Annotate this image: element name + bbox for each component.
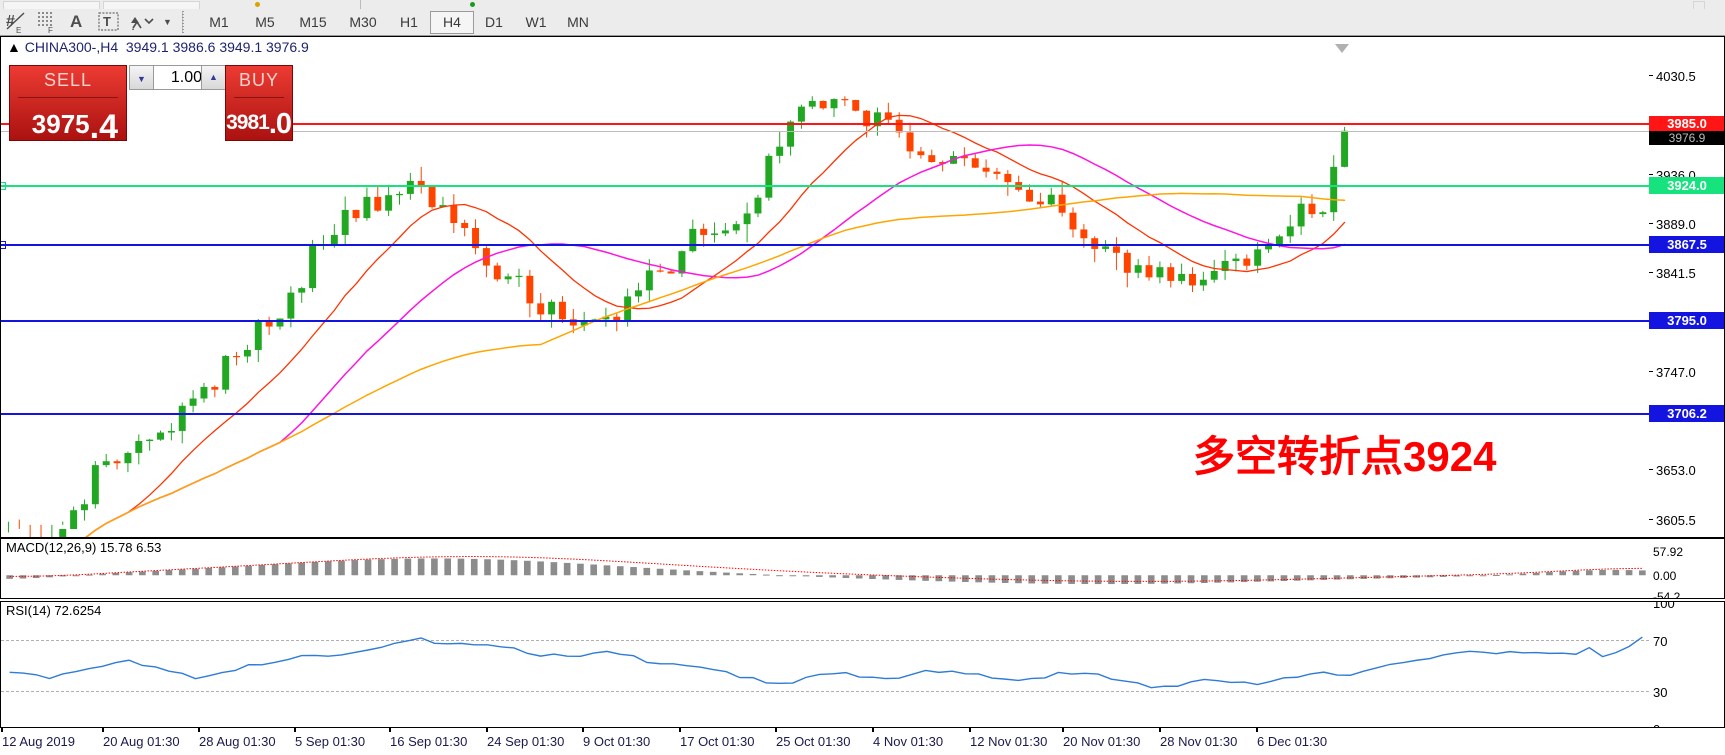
svg-text:#: # xyxy=(6,13,15,30)
svg-text:T: T xyxy=(103,14,111,29)
svg-text:E: E xyxy=(16,26,21,35)
svg-text:F: F xyxy=(48,26,53,35)
